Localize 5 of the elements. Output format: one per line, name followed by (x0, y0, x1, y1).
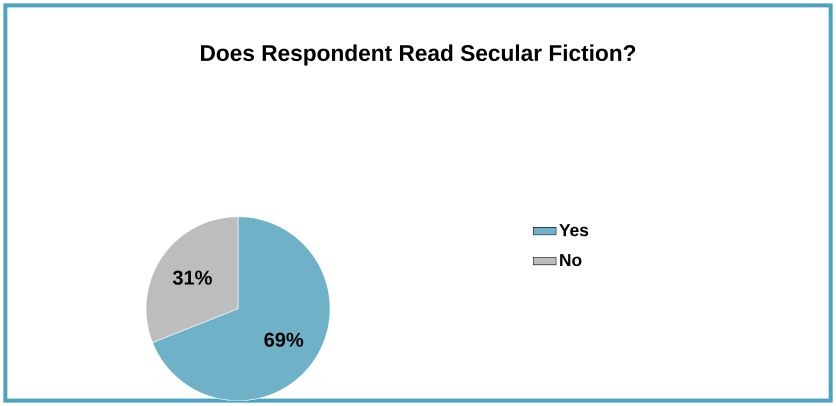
data-label: 69% (264, 332, 304, 347)
legend-label: Yes (559, 224, 588, 236)
chart-title: Does Respondent Read Secular Fiction? (201, 44, 636, 66)
data-label: 31% (172, 270, 212, 285)
legend-label: No (560, 254, 582, 266)
